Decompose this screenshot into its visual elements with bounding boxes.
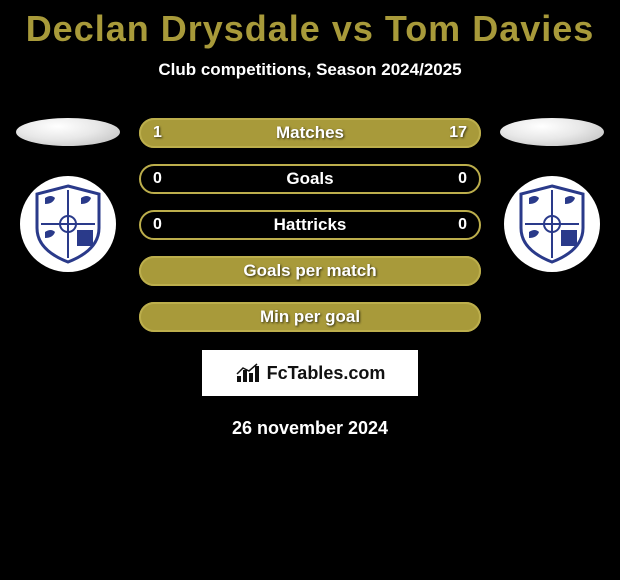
brand-text: FcTables.com	[267, 363, 386, 384]
right-player-column	[497, 118, 607, 272]
bar-value-right: 0	[458, 170, 467, 188]
bar-chart-icon	[235, 362, 261, 384]
right-club-crest	[504, 176, 600, 272]
bar-label: Goals	[286, 169, 333, 189]
left-player-ellipse	[16, 118, 120, 146]
shield-icon	[33, 184, 103, 264]
bar-label: Min per goal	[260, 307, 360, 327]
bar-value-left: 0	[153, 216, 162, 234]
bar-label: Goals per match	[243, 261, 376, 281]
right-player-ellipse	[500, 118, 604, 146]
bar-value-left: 0	[153, 170, 162, 188]
bar-value-right: 0	[458, 216, 467, 234]
stat-bar: 1 Matches 17	[139, 118, 481, 148]
left-club-crest	[20, 176, 116, 272]
bar-label: Hattricks	[274, 215, 347, 235]
bar-value-right: 17	[449, 124, 467, 142]
comparison-row: 1 Matches 17 0 Goals 0 0 Hattricks 0 Goals per ma…	[0, 118, 620, 332]
page-title: Declan Drysdale vs Tom Davies	[0, 0, 620, 50]
subtitle: Club competitions, Season 2024/2025	[0, 60, 620, 80]
stat-bar: Goals per match	[139, 256, 481, 286]
stat-bar: 0 Hattricks 0	[139, 210, 481, 240]
stat-bar: Min per goal	[139, 302, 481, 332]
date-label: 26 november 2024	[0, 418, 620, 439]
stat-bars: 1 Matches 17 0 Goals 0 0 Hattricks 0 Goals per ma…	[139, 118, 481, 332]
bar-value-left: 1	[153, 124, 162, 142]
stat-bar: 0 Goals 0	[139, 164, 481, 194]
shield-icon	[517, 184, 587, 264]
brand-badge: FcTables.com	[202, 350, 418, 396]
bar-label: Matches	[276, 123, 344, 143]
left-player-column	[13, 118, 123, 272]
